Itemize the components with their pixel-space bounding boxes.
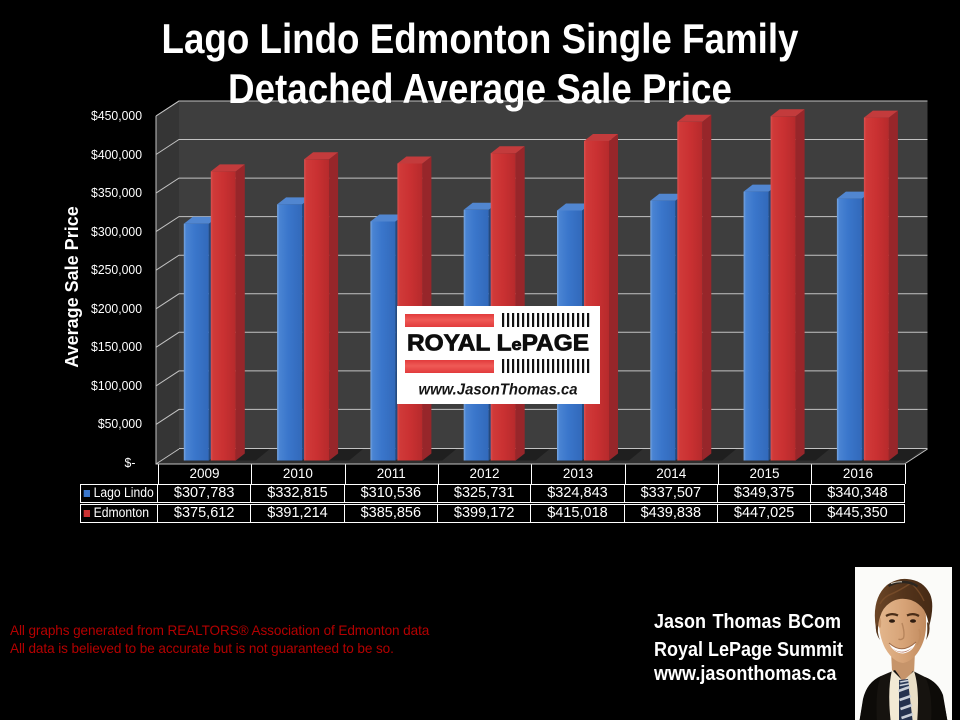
svg-text:www.JasonThomas.ca: www.JasonThomas.ca (419, 382, 578, 399)
